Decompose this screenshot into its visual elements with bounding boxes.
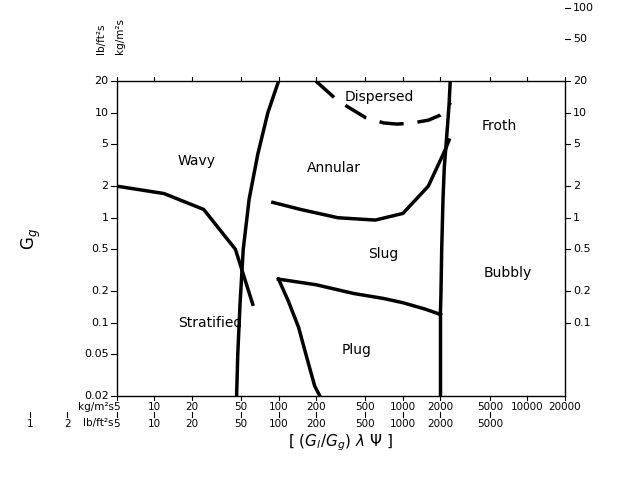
- Text: 0.05: 0.05: [84, 349, 109, 359]
- Text: 5: 5: [114, 419, 120, 429]
- Text: 20: 20: [573, 76, 587, 86]
- Text: 200: 200: [306, 419, 326, 429]
- Text: 20: 20: [95, 76, 109, 86]
- Text: 100: 100: [573, 3, 594, 13]
- Text: 0.2: 0.2: [573, 286, 591, 296]
- Text: Slug: Slug: [369, 247, 399, 261]
- Text: 0.5: 0.5: [573, 245, 591, 254]
- Text: 10000: 10000: [511, 402, 544, 412]
- Text: 1: 1: [102, 213, 109, 223]
- Text: 20000: 20000: [548, 402, 581, 412]
- Text: 50: 50: [573, 34, 587, 44]
- Text: kg/m²s: kg/m²s: [78, 402, 114, 412]
- Text: 500: 500: [356, 419, 375, 429]
- Text: 50: 50: [235, 402, 248, 412]
- Text: Dispersed: Dispersed: [345, 91, 415, 104]
- Text: 2000: 2000: [427, 419, 454, 429]
- Text: 500: 500: [356, 402, 375, 412]
- Text: Annular: Annular: [307, 161, 361, 175]
- Text: 20: 20: [185, 419, 198, 429]
- Text: 10: 10: [148, 419, 161, 429]
- Text: 200: 200: [306, 402, 326, 412]
- Text: $[\ (G_l/G_g)\ \lambda\ \Psi\ ]$: $[\ (G_l/G_g)\ \lambda\ \Psi\ ]$: [288, 432, 393, 453]
- Text: G$_g$: G$_g$: [20, 228, 43, 249]
- Text: 0.2: 0.2: [91, 286, 109, 296]
- Text: 1: 1: [27, 419, 33, 429]
- Text: 10: 10: [148, 402, 161, 412]
- Text: 10: 10: [95, 108, 109, 118]
- Text: 100: 100: [269, 402, 288, 412]
- Text: 1000: 1000: [390, 419, 416, 429]
- Text: 5: 5: [573, 139, 580, 150]
- Text: 10: 10: [573, 108, 587, 118]
- Text: 5000: 5000: [477, 402, 503, 412]
- Text: 0.1: 0.1: [91, 318, 109, 328]
- Text: kg/m²s: kg/m²s: [115, 18, 125, 54]
- Text: 50: 50: [235, 419, 248, 429]
- Text: 100: 100: [269, 419, 288, 429]
- Text: lb/ft²s: lb/ft²s: [83, 418, 114, 428]
- Text: 20: 20: [185, 402, 198, 412]
- Text: 2: 2: [102, 181, 109, 191]
- Text: Wavy: Wavy: [178, 154, 216, 168]
- Text: 1000: 1000: [390, 402, 416, 412]
- Text: Froth: Froth: [482, 119, 517, 133]
- Text: 1: 1: [573, 213, 580, 223]
- Text: 2: 2: [573, 181, 580, 191]
- Text: lb/ft²s: lb/ft²s: [96, 24, 106, 54]
- Text: 0.1: 0.1: [573, 318, 591, 328]
- Text: Plug: Plug: [341, 343, 371, 357]
- Text: 0.5: 0.5: [91, 245, 109, 254]
- Text: Bubbly: Bubbly: [484, 266, 532, 279]
- Text: 5: 5: [114, 402, 120, 412]
- Text: 5: 5: [102, 139, 109, 150]
- Text: 2000: 2000: [427, 402, 454, 412]
- Text: 2: 2: [64, 419, 71, 429]
- Text: 0.02: 0.02: [84, 391, 109, 401]
- Text: Stratified: Stratified: [178, 316, 242, 330]
- Text: 5000: 5000: [477, 419, 503, 429]
